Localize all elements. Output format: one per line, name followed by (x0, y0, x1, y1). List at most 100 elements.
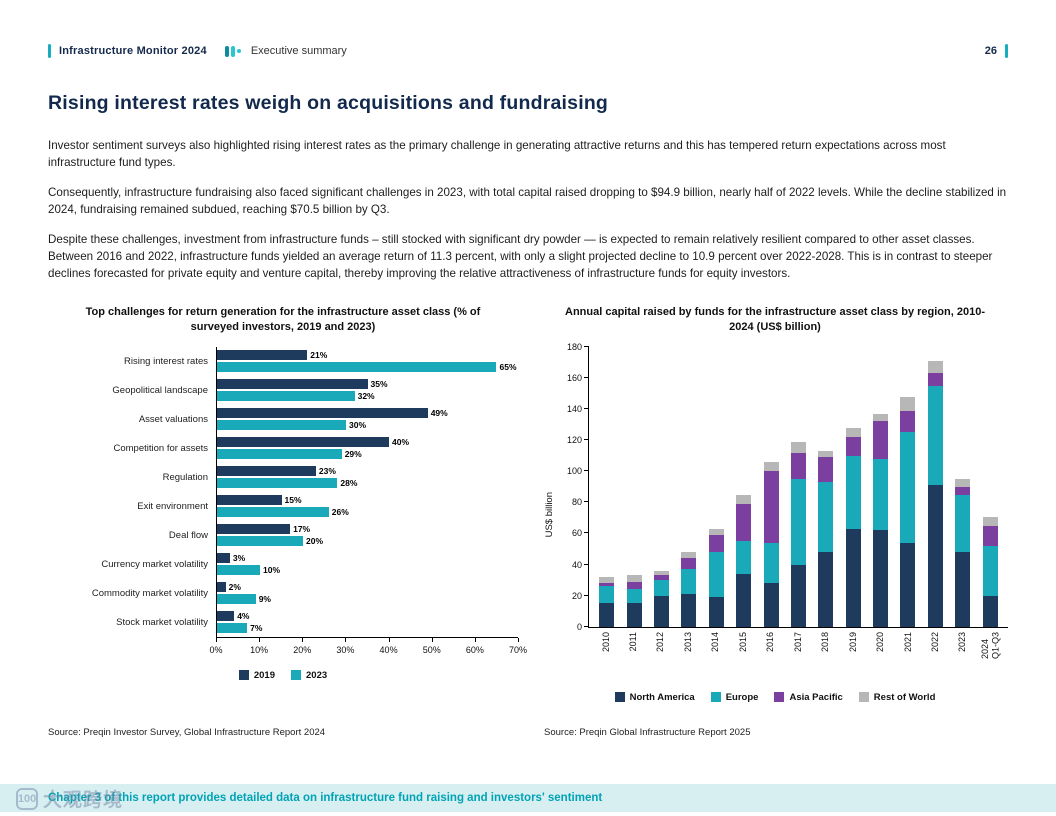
challenges-chart: Top challenges for return generation for… (48, 305, 527, 703)
report-brand: Infrastructure Monitor 2024 (59, 45, 207, 57)
legend-item-2023: 2023 (291, 670, 327, 681)
capital-raised-chart: Annual capital raised by funds for the i… (542, 305, 1008, 703)
legend-label: Rest of World (873, 691, 936, 703)
legend-label: 2023 (306, 669, 328, 681)
y-tick-label: 0 (576, 621, 582, 632)
capital-raised-x-labels: 2010 2011 2012 2013 2014 2015 2016 2017 2018 2019… (588, 628, 1008, 682)
stacked-column (873, 347, 889, 627)
x-category-label: 2011 (628, 631, 638, 652)
stacked-column (736, 347, 752, 627)
legend-label: North America (629, 691, 695, 703)
x-tick (431, 637, 433, 642)
legend-label: 2019 (253, 669, 275, 681)
bar-line: 30% (217, 420, 518, 431)
segment-north-america (736, 573, 752, 627)
bar-line: 10% (217, 565, 518, 576)
bar-2019 (217, 466, 316, 477)
category-label: Competition for assets (113, 442, 208, 454)
segment-rest-of-world (708, 528, 724, 535)
challenges-chart-body: Rising interest rates Geopolitical landsc… (48, 346, 518, 638)
bar-value-label: 20% (306, 536, 324, 547)
bar-2019 (217, 495, 282, 506)
bar-line: 4% (217, 611, 518, 622)
x-category-label: 2010 (600, 631, 611, 652)
x-tick-label: 60% (465, 644, 484, 655)
bar-2023 (217, 391, 355, 402)
segment-europe (900, 432, 916, 543)
segment-rest-of-world (982, 517, 998, 526)
x-category-label: 2018 (820, 631, 831, 652)
x-category-label: 2017 (792, 631, 803, 652)
x-category-label: 2019 (847, 631, 858, 652)
segment-rest-of-world (599, 576, 615, 584)
segment-north-america (599, 603, 615, 627)
stacked-column (790, 347, 806, 627)
stacked-column (626, 347, 642, 627)
stacked-column (845, 347, 861, 627)
segment-north-america (900, 542, 916, 627)
bar-2019 (217, 582, 226, 593)
bar-2023 (217, 507, 329, 518)
segment-europe (626, 589, 642, 604)
stacked-column (708, 347, 724, 627)
segment-asia-pacific (790, 452, 806, 479)
challenges-plot-area: 21% 65% 35% 32% 49% 30% 40% 29% 23% 28% 15% 26% 17% 2… (216, 346, 518, 638)
segment-north-america (845, 528, 861, 627)
category-label: Rising interest rates (124, 355, 208, 367)
sources-row: Source: Preqin Investor Survey, Global I… (48, 727, 1008, 738)
category-label: Asset valuations (138, 413, 208, 425)
legend-item-rest-of-world: Rest of World (858, 691, 936, 703)
segment-asia-pacific (736, 503, 752, 542)
bar-line: 3% (217, 553, 518, 564)
stacked-column (927, 347, 943, 627)
stacked-column (653, 347, 669, 627)
x-category-label: 2015 (737, 631, 748, 652)
segment-rest-of-world (653, 570, 669, 576)
legend-swatch (291, 670, 301, 681)
segment-europe (681, 569, 697, 595)
category-label: Exit environment (137, 500, 208, 512)
bar-group: 23% 28% (217, 463, 518, 492)
paragraph-1: Investor sentiment surveys also highligh… (48, 139, 946, 170)
bar-line: 35% (217, 379, 518, 390)
bar-line: 21% (217, 350, 518, 361)
y-tick (584, 532, 589, 534)
bar-line: 23% (217, 466, 518, 477)
page-number-accent-bar (1005, 44, 1008, 58)
bar-line: 20% (217, 536, 518, 547)
segment-asia-pacific (599, 583, 615, 587)
segment-asia-pacific (845, 436, 861, 456)
segment-europe (763, 542, 779, 584)
x-tick-label: 40% (379, 644, 398, 655)
x-tick (388, 637, 390, 642)
y-tick-label: 40 (571, 559, 582, 570)
category-label: Deal flow (168, 529, 208, 541)
challenges-category-labels: Rising interest rates Geopolitical landsc… (48, 347, 216, 638)
segment-europe (599, 586, 615, 604)
bar-value-label: 29% (344, 449, 362, 460)
bar-line: 15% (217, 495, 518, 506)
bar-line: 40% (217, 437, 518, 448)
bar-line: 9% (217, 594, 518, 605)
segment-rest-of-world (736, 494, 752, 504)
x-category-label: 2014 (710, 631, 721, 652)
bar-2019 (217, 553, 230, 564)
bar-line: 28% (217, 478, 518, 489)
segment-europe (845, 455, 861, 529)
segment-europe (982, 545, 998, 596)
segment-rest-of-world (955, 479, 971, 487)
x-tick (259, 637, 261, 642)
page-number: 26 (984, 45, 997, 57)
segment-asia-pacific (873, 421, 889, 459)
stacked-column (818, 347, 834, 627)
segment-north-america (763, 583, 779, 627)
segment-rest-of-world (900, 396, 916, 411)
stacked-column (599, 347, 615, 627)
y-tick-label: 180 (566, 341, 582, 352)
capital-raised-chart-title: Annual capital raised by funds for the i… (565, 305, 985, 333)
stacked-column (900, 347, 916, 627)
bar-2019 (217, 611, 235, 622)
bar-line: 65% (217, 362, 518, 373)
segment-asia-pacific (653, 575, 669, 581)
x-category-label: 2020 (875, 631, 886, 652)
